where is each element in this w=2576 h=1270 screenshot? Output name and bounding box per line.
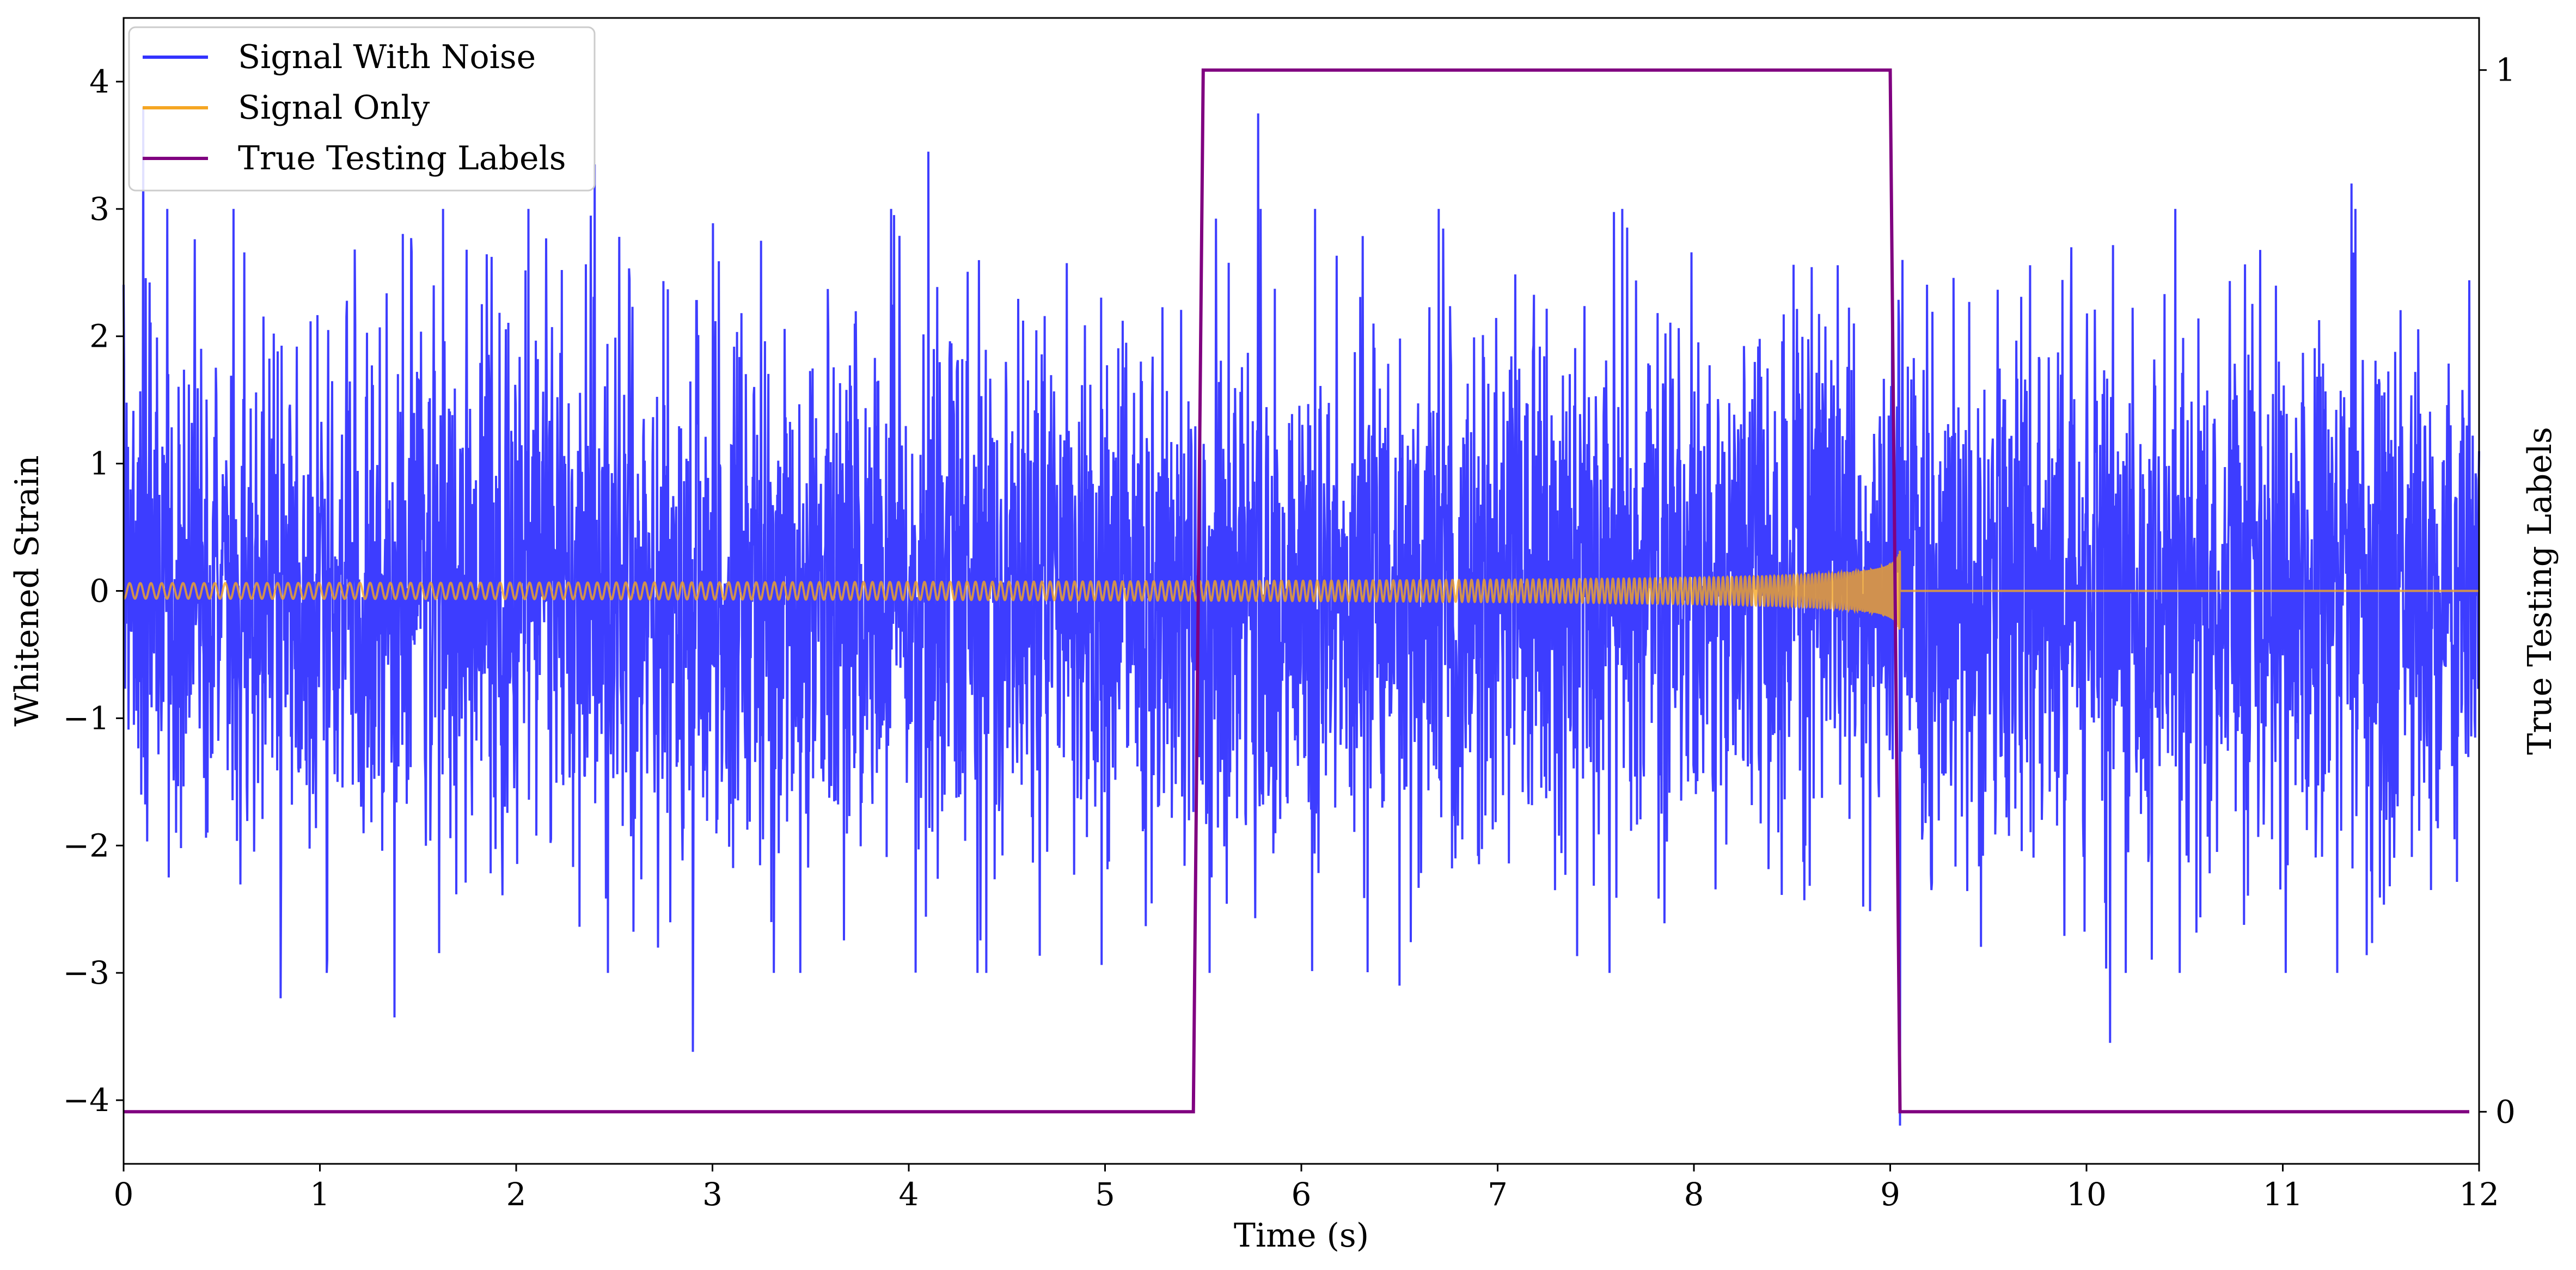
x-axis: 0 1 2 3 4 5 6 7 8 9 10 11 12: [114, 1164, 2499, 1213]
y-axis-left: −4 −3 −2 −1 0 1 2 3 4: [63, 63, 124, 1119]
y-axis-label: Whitened Strain: [8, 455, 46, 726]
y-tick-label: 3: [89, 191, 109, 228]
y-tick-label: −1: [63, 700, 110, 737]
x-tick-label: 6: [1292, 1176, 1312, 1213]
legend-box: [128, 26, 596, 192]
legend: Signal With Noise Signal Only True Testing…: [128, 26, 596, 192]
x-tick-label: 5: [1095, 1176, 1115, 1213]
y-tick-label: 0: [89, 573, 109, 610]
x-tick-label: 7: [1488, 1176, 1508, 1213]
y2-tick-label: 0: [2495, 1093, 2516, 1130]
x-tick-label: 3: [702, 1176, 723, 1213]
series-true-testing-labels: [124, 68, 2469, 1114]
plot-area: [123, 17, 2480, 1165]
y-tick-label: −3: [63, 954, 110, 991]
x-tick-label: 4: [899, 1176, 919, 1213]
x-tick-label: 2: [506, 1176, 527, 1213]
y-axis-right: 01: [2479, 52, 2516, 1130]
x-tick-label: 1: [310, 1176, 330, 1213]
series-signal-only: [123, 550, 2479, 630]
legend-entry: True Testing Labels: [238, 139, 566, 177]
legend-entry: Signal Only: [238, 89, 430, 127]
y-tick-label: −2: [63, 827, 110, 864]
x-tick-label: 10: [2066, 1176, 2107, 1213]
legend-entry: Signal With Noise: [238, 38, 536, 76]
y-tick-label: 1: [89, 445, 109, 482]
x-tick-label: 8: [1684, 1176, 1704, 1213]
x-tick-label: 11: [2263, 1176, 2303, 1213]
x-tick-label: 12: [2459, 1176, 2499, 1213]
series-layer: [123, 68, 2480, 1126]
y2-axis-label: True Testing Labels: [2521, 427, 2559, 755]
y-tick-label: 2: [89, 318, 109, 355]
x-tick-label: 0: [114, 1176, 134, 1213]
y-tick-label: −4: [63, 1082, 110, 1119]
x-axis-label: Time (s): [1234, 1217, 1369, 1255]
y-tick-label: 4: [89, 63, 109, 100]
y2-tick-label: 1: [2495, 52, 2516, 89]
series-signal-with-noise: [123, 107, 2480, 1126]
x-tick-label: 9: [1880, 1176, 1900, 1213]
